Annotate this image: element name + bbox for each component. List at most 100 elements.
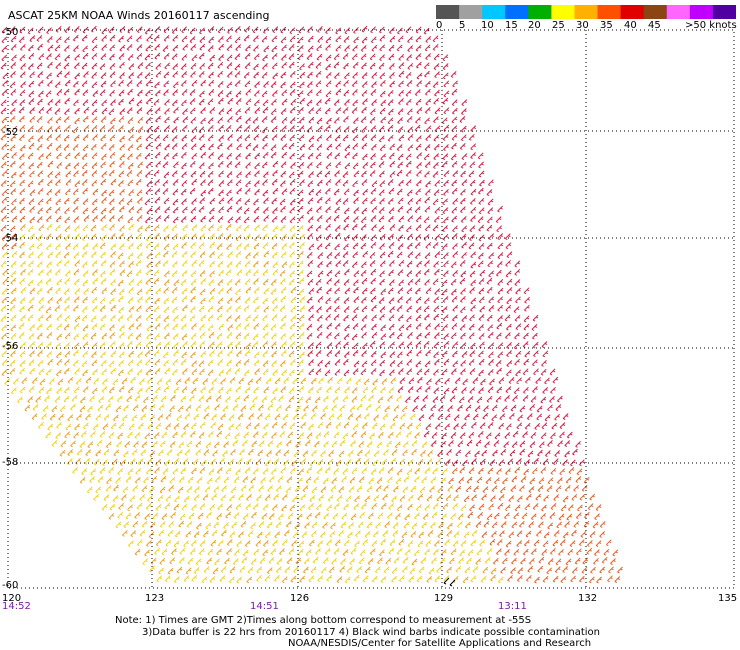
wind-barb (281, 54, 287, 61)
wind-barb (108, 169, 115, 177)
wind-barb (261, 116, 268, 123)
wind-barb (37, 341, 44, 349)
wind-barb (280, 332, 287, 340)
wind-barb (325, 223, 331, 231)
wind-barb (31, 413, 38, 421)
wind-barb (298, 288, 305, 296)
wind-barb (333, 431, 340, 439)
wind-barb (1, 359, 8, 366)
wind-barb (298, 250, 304, 258)
wind-barb (499, 413, 506, 421)
wind-barb (460, 216, 467, 223)
wind-barb (316, 196, 323, 204)
wind-barb (342, 179, 349, 187)
wind-barb (544, 414, 551, 422)
wind-barb (415, 35, 422, 43)
wind-barb (537, 449, 543, 457)
wind-barb (414, 431, 420, 439)
wind-barb (45, 152, 52, 160)
wind-barb (394, 441, 401, 449)
wind-barb (38, 368, 45, 376)
wind-barb (564, 450, 570, 458)
wind-barb (127, 431, 133, 439)
wind-barb (408, 494, 414, 502)
wind-barb (493, 557, 499, 565)
wind-barb (350, 513, 357, 521)
wind-barb (453, 494, 459, 502)
wind-barb (446, 448, 452, 456)
wind-barb (128, 278, 135, 286)
wind-barb (290, 315, 297, 322)
wind-barb (45, 206, 52, 214)
wind-barb (191, 79, 198, 87)
wind-barb (243, 394, 250, 402)
wind-barb (240, 520, 247, 528)
wind-barb (99, 430, 106, 438)
wind-barb (351, 333, 358, 341)
wind-barb (432, 171, 439, 178)
wind-barb (119, 61, 125, 69)
wind-barb (232, 558, 239, 566)
wind-barb (524, 459, 531, 466)
wind-barb (478, 324, 484, 331)
wind-barb (306, 512, 313, 520)
wind-barb (488, 179, 494, 187)
wind-barb (370, 268, 377, 276)
wind-barb (74, 53, 80, 61)
wind-barb (21, 377, 28, 385)
wind-barb (270, 81, 277, 88)
wind-barb (256, 574, 262, 582)
wind-barb (244, 278, 251, 286)
wind-barb (128, 305, 135, 313)
wind-barb (20, 144, 26, 152)
wind-barb (443, 270, 449, 278)
wind-barb (235, 250, 242, 258)
wind-barb (406, 54, 413, 61)
wind-barb (262, 126, 268, 134)
wind-barb (171, 170, 178, 178)
wind-barb (37, 260, 43, 268)
wind-barb (470, 206, 477, 214)
wind-barb (123, 450, 129, 458)
wind-barb (520, 557, 526, 565)
wind-barb (396, 468, 403, 476)
wind-barb (398, 53, 405, 61)
wind-barb (155, 458, 161, 466)
wind-barb (342, 171, 349, 178)
wind-barb (334, 539, 341, 547)
wind-barb (433, 313, 440, 321)
wind-barb (145, 117, 152, 124)
wind-barb (79, 476, 86, 484)
wind-barb (502, 557, 508, 565)
wind-barb (452, 170, 459, 178)
wind-barb (19, 197, 25, 205)
wind-barb (352, 99, 359, 107)
wind-barb (154, 466, 160, 474)
wind-barb (181, 142, 188, 150)
wind-barb (316, 215, 323, 222)
wind-barb (298, 277, 305, 285)
wind-barb (451, 160, 458, 168)
wind-barb (280, 161, 287, 169)
wind-barb (547, 558, 554, 565)
wind-barb (136, 35, 142, 43)
wind-barb (526, 413, 533, 420)
wind-barb (63, 144, 70, 151)
wind-barb (586, 547, 593, 555)
wind-barb (73, 349, 79, 357)
wind-barb (407, 215, 414, 223)
wind-barb (29, 350, 35, 358)
wind-barb (37, 251, 44, 259)
wind-barb (308, 314, 314, 321)
wind-barb (486, 224, 493, 232)
wind-barb (317, 270, 324, 278)
wind-barb (506, 342, 512, 349)
wind-barb (10, 88, 17, 96)
wind-barb (325, 43, 331, 51)
wind-barb (433, 116, 439, 124)
wind-barb (245, 142, 252, 150)
wind-barb (155, 215, 162, 223)
wind-barb (63, 251, 70, 259)
wind-barb (447, 405, 453, 412)
wind-barb (28, 142, 35, 150)
